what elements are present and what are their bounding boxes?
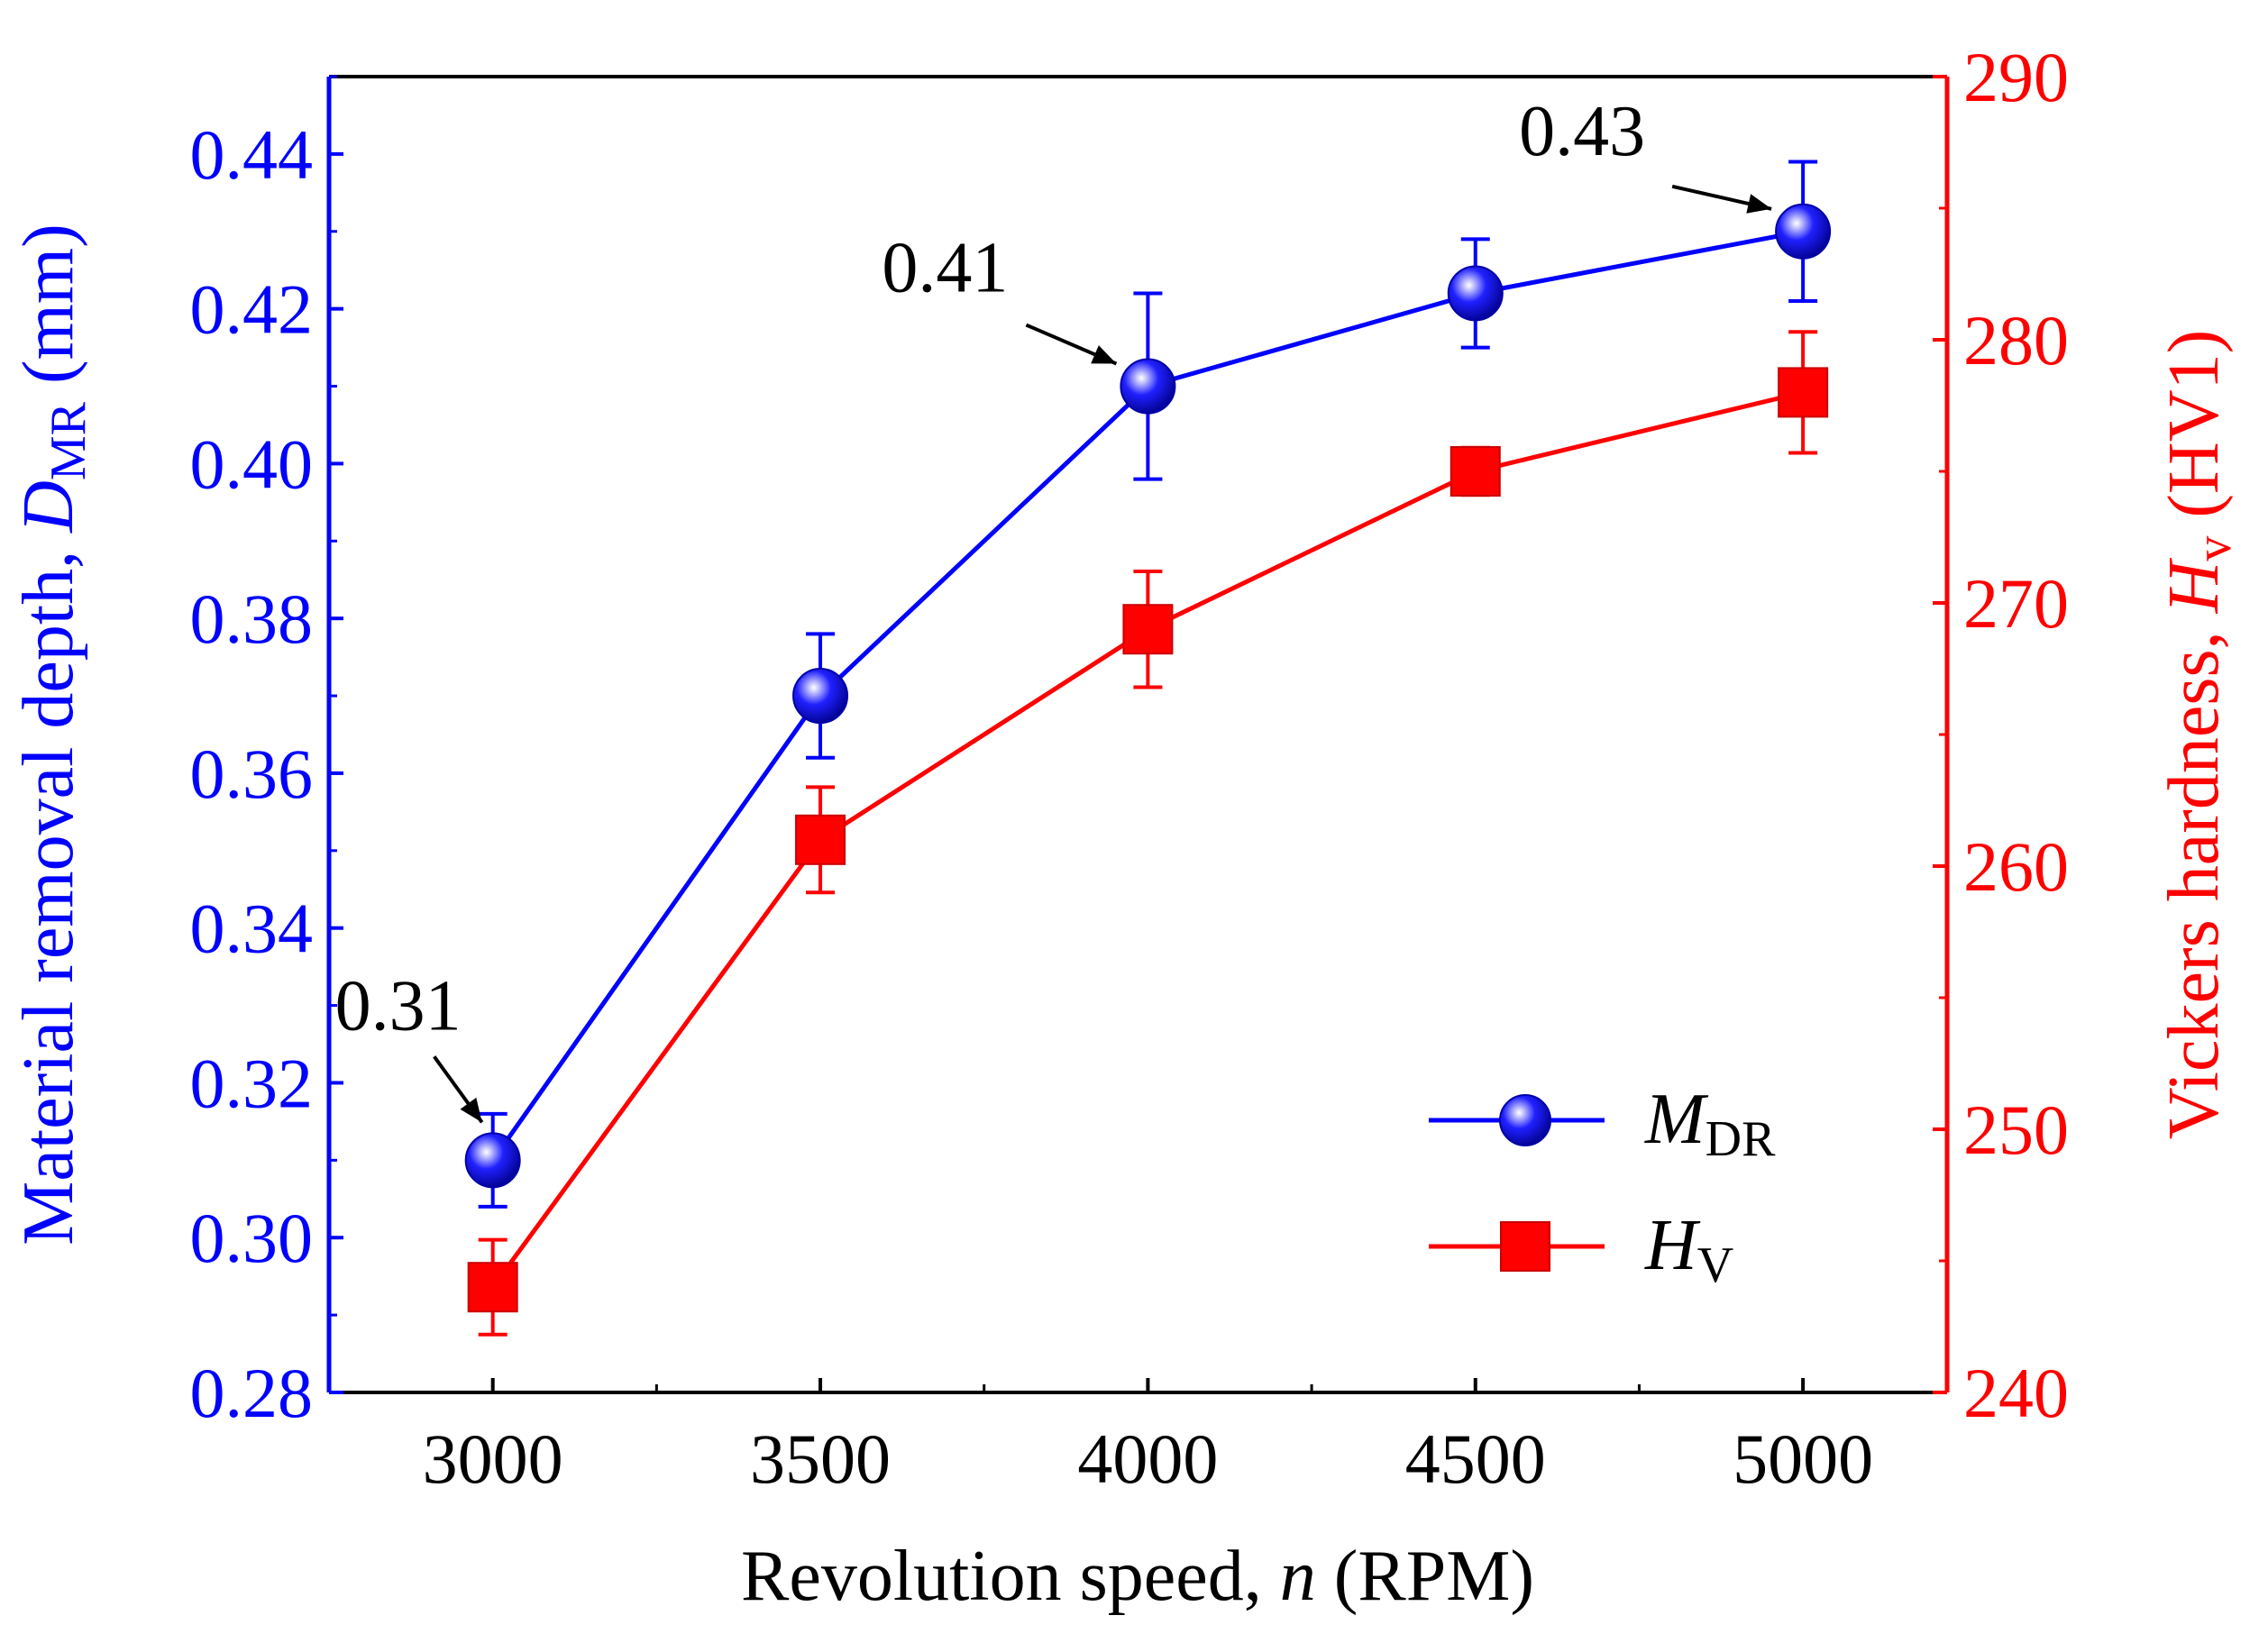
data-point: [1447, 265, 1504, 322]
x-axis-title-unit: (RPM): [1316, 1537, 1534, 1616]
series-mdr: [464, 160, 1832, 1209]
legend-marker-hv: [1500, 1221, 1550, 1272]
data-point: [1775, 203, 1832, 260]
y-right-axis: 240 250 260 270 280 290: [1933, 38, 2069, 1432]
annotation-arrow-head: [1091, 345, 1117, 364]
y-right-title-italic: H: [2154, 557, 2234, 614]
series-hv: [467, 330, 1829, 1337]
y-right-title-sub: v: [2186, 536, 2242, 561]
y-left-tick-label: 0.34: [190, 890, 314, 968]
data-point: [1778, 367, 1829, 418]
y-left-tick-label: 0.30: [190, 1199, 314, 1277]
y-left-tick-label: 0.44: [190, 115, 314, 194]
data-point: [1122, 604, 1174, 655]
data-point: [1120, 358, 1176, 415]
y-left-tick-label: 0.40: [190, 424, 314, 503]
x-tick-label: 4000: [1077, 1419, 1218, 1498]
plot-frame: [326, 75, 1950, 1394]
annotation-arrow-head: [460, 1097, 482, 1123]
x-axis-title: Revolution speed, n (RPM): [741, 1537, 1534, 1616]
legend-marker-mdr: [1499, 1094, 1551, 1146]
legend-label-mdr-sub: DR: [1706, 1111, 1776, 1167]
data-point: [795, 814, 846, 865]
legend-label-mdr: MDR: [1644, 1080, 1776, 1167]
legend-label-hv-italic: H: [1644, 1206, 1701, 1285]
y-left-tick-label: 0.28: [190, 1354, 314, 1432]
y-left-tick-label: 0.36: [190, 735, 314, 813]
y-left-axis: 0.28 0.30 0.32 0.34 0.36 0.38 0.40 0.42 0.44: [190, 75, 343, 1432]
y-right-tick-label: 270: [1963, 564, 2069, 643]
annotation-label: 0.41: [882, 229, 1008, 308]
data-point: [467, 1262, 518, 1313]
y-left-title-main: Material removal depth,: [9, 533, 88, 1246]
x-tick-label: 5000: [1733, 1419, 1873, 1498]
y-left-title-unit: (mm): [9, 224, 88, 402]
y-right-tick-label: 290: [1963, 38, 2069, 116]
y-left-tick-label: 0.42: [190, 270, 314, 349]
y-right-tick-label: 240: [1963, 1354, 2069, 1432]
data-point: [792, 668, 849, 725]
annotation-arrow-head: [1746, 194, 1772, 214]
y-right-title-main: Vickers hardness,: [2154, 613, 2234, 1139]
y-right-tick-label: 250: [1963, 1091, 2069, 1169]
annotation-label: 0.43: [1519, 92, 1645, 171]
y-left-title-italic: D: [9, 480, 88, 534]
series-layer: [464, 160, 1832, 1337]
y-left-title-sub: MR: [41, 401, 96, 480]
legend: MDR HV: [1429, 1080, 1776, 1293]
y-left-axis-title: Material removal depth, DMR (mm): [9, 224, 96, 1246]
legend-label-hv-sub: V: [1697, 1237, 1733, 1293]
y-right-tick-label: 260: [1963, 827, 2069, 906]
x-tick-label: 3000: [423, 1419, 563, 1498]
x-axis-title-italic: n: [1280, 1537, 1316, 1616]
x-axis: 3000 3500 4000 4500 5000: [423, 1378, 1873, 1498]
x-tick-label: 4500: [1405, 1419, 1546, 1498]
legend-label-mdr-italic: M: [1644, 1080, 1709, 1159]
series-line: [490, 389, 1804, 1289]
legend-label-hv: HV: [1644, 1206, 1733, 1293]
y-left-tick-label: 0.38: [190, 580, 314, 658]
y-right-axis-title: Vickers hardness, Hv (HV1): [2154, 330, 2242, 1140]
y-right-title-unit: (HV1): [2154, 330, 2234, 536]
data-point: [464, 1132, 521, 1189]
data-point: [1450, 446, 1501, 497]
annotation-label: 0.31: [335, 966, 462, 1045]
annotation-layer: 0.31 0.41 0.43: [335, 92, 1772, 1124]
y-left-tick-label: 0.32: [190, 1044, 314, 1122]
x-tick-label: 3500: [750, 1419, 891, 1498]
y-right-tick-label: 280: [1963, 301, 2069, 379]
x-axis-title-main: Revolution speed,: [741, 1537, 1280, 1616]
